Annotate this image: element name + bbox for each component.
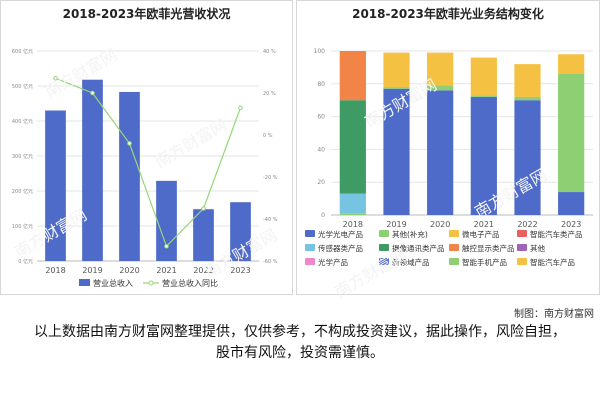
y-tick-label: 40 (317, 146, 325, 153)
legend-label-yoy: 营业总收入同比 (162, 278, 218, 288)
y-tick-label-left: 100 亿元 (12, 223, 33, 230)
legend-label: 触控显示类产品 (462, 243, 515, 253)
y-tick-label-left: 300 亿元 (12, 153, 33, 160)
point-revenue-yoy (127, 141, 132, 146)
point-revenue-yoy (53, 76, 58, 81)
y-tick-label-right: 0 % (263, 133, 273, 139)
y-tick-label: 20 (317, 179, 325, 186)
y-tick-label-left: 200 亿元 (12, 188, 33, 195)
x-tick-label: 2021 (474, 220, 494, 229)
y-tick-label: 0 (321, 212, 325, 219)
legend-label: 摄像通讯类产品 (392, 243, 445, 253)
y-tick-label-left: 600 亿元 (12, 48, 33, 55)
legend-swatch (305, 258, 315, 265)
legend-swatch (517, 258, 527, 265)
legend-label: 其他(补充) (392, 229, 428, 239)
stacked-bar-segment (383, 88, 410, 215)
structure-chart-title: 2018-2023年欧菲光业务结构变化 (352, 7, 544, 21)
stacked-bar-segment (514, 100, 541, 215)
x-tick-label: 2020 (430, 220, 450, 229)
point-revenue-yoy (201, 206, 206, 211)
stacked-bar-segment (427, 52, 454, 86)
legend-swatch (305, 244, 315, 251)
legend-label: 其他 (530, 243, 545, 253)
legend-swatch (517, 230, 527, 237)
y-tick-label-left: 0 亿元 (18, 258, 33, 265)
legend-swatch (449, 230, 459, 237)
stacked-bar-segment (383, 87, 410, 89)
legend-label: 新领域产品 (392, 257, 430, 267)
y-tick-label-right: -20 % (263, 175, 278, 181)
stacked-bar-segment (470, 57, 497, 96)
y-tick-label: 100 (314, 48, 326, 55)
y-tick-label-right: 40 % (263, 49, 276, 55)
y-tick-label-left: 400 亿元 (12, 118, 33, 125)
stacked-bar-segment (558, 73, 585, 193)
x-tick-label: 2021 (156, 266, 176, 275)
legend-swatch (305, 230, 315, 237)
legend-swatch (449, 258, 459, 265)
bar-revenue (193, 209, 214, 261)
revenue-chart: 0 亿元 100 亿元 200 亿元 300 亿元 400 亿元 500 亿元 600 亿元… (12, 48, 278, 288)
point-revenue-yoy (164, 244, 169, 249)
legend-swatch (449, 244, 459, 251)
stacked-bar-segment (514, 96, 541, 101)
legend-swatch (379, 258, 389, 265)
x-tick-label: 2018 (45, 266, 65, 275)
point-revenue-yoy (238, 105, 243, 110)
x-tick-label: 2020 (119, 266, 139, 275)
legend-label: 智能汽车类产品 (530, 229, 583, 239)
stacked-bar-segment (339, 51, 366, 101)
y-tick-label: 60 (317, 114, 325, 121)
stacked-bar-segment (383, 52, 410, 88)
legend-label-revenue: 营业总收入 (93, 278, 133, 288)
legend-label: 智能手机产品 (462, 257, 507, 267)
y-tick-label-right: -40 % (263, 217, 278, 223)
structure-chart: 0 20 40 60 80 100 2018 2019 2020 2021 2022 2023 光学光电… (305, 48, 593, 267)
structure-chart-panel: 2018-2023年欧菲光业务结构变化 0 20 40 60 80 100 2018 2019… (296, 0, 600, 295)
bar-revenue (82, 79, 103, 261)
y-tick-label-left: 500 亿元 (12, 83, 33, 90)
legend-swatch (379, 230, 389, 237)
y-tick-label: 80 (317, 81, 325, 88)
stacked-bar-segment (339, 213, 366, 215)
legend-swatch (379, 244, 389, 251)
x-tick-label: 2018 (343, 220, 363, 229)
legend-label: 传感器类产品 (318, 243, 363, 253)
y-tick-label-right: 20 % (263, 91, 276, 97)
stacked-bar-segment (558, 192, 585, 215)
legend-label: 智能汽车产品 (530, 257, 575, 267)
y-tick-label-right: -60 % (263, 259, 278, 265)
bar-revenue (230, 202, 251, 261)
stacked-bar-segment (427, 85, 454, 91)
stacked-bar-segment (339, 193, 366, 214)
revenue-chart-title: 2018-2023年欧菲光营收状况 (62, 7, 231, 21)
legend-swatch-revenue (79, 279, 90, 286)
bar-revenue (156, 180, 177, 261)
stacked-bar-segment (470, 95, 497, 97)
legend-label: 微电子产品 (462, 229, 500, 239)
revenue-chart-panel: 2018-2023年欧菲光营收状况 0 亿元 100 亿元 200 亿元 300 亿元… (0, 0, 293, 295)
legend-marker-yoy (148, 280, 154, 286)
stacked-bar-segment (427, 90, 454, 215)
x-tick-label: 2019 (82, 266, 102, 275)
stacked-bar-segment (470, 96, 497, 215)
legend-label: 光学光电产品 (318, 229, 363, 239)
x-tick-label: 2023 (561, 220, 581, 229)
bar-revenue (119, 91, 140, 261)
credit-text: 制图：南方财富网 (514, 309, 594, 320)
x-tick-label: 2022 (517, 220, 537, 229)
stacked-bar-segment (558, 54, 585, 74)
legend-swatch (517, 244, 527, 251)
x-tick-label: 2019 (386, 220, 406, 229)
disclaimer-text: 以上数据由南方财富网整理提供，仅供参考，不构成投资建议，据此操作，风险自担，股市… (34, 324, 566, 361)
x-tick-label: 2023 (230, 266, 250, 275)
line-revenue-yoy (55, 77, 242, 248)
x-tick-label: 2022 (193, 266, 213, 275)
legend-label: 光学产品 (318, 257, 348, 267)
stacked-bar-segment (514, 64, 541, 97)
stacked-bar-segment (339, 100, 366, 194)
bar-revenue (45, 110, 66, 261)
point-revenue-yoy (90, 90, 95, 96)
